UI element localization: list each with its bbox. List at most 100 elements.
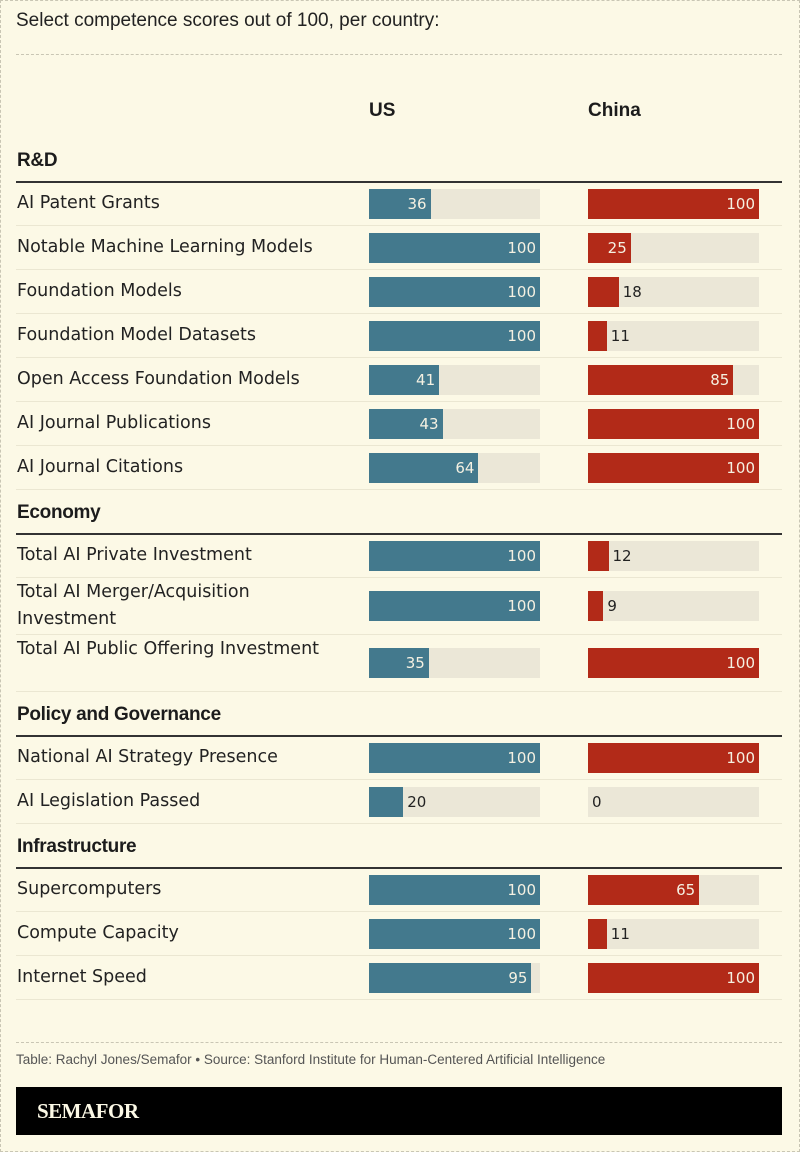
china-track: 18 [588,276,759,307]
china-value: 100 [726,654,755,672]
us-track: 100 [369,918,540,949]
china-value: 65 [676,880,696,899]
us-bar [369,648,429,678]
us-track: 95 [369,962,540,993]
us-value: 95 [508,968,528,987]
china-track: 12 [588,540,759,571]
china-track: 100 [588,452,759,483]
china-value: 12 [612,546,632,565]
china-track: 65 [588,874,759,905]
divider [16,54,782,55]
china-track: 25 [588,232,759,263]
us-bar [369,408,443,439]
table-row: Total AI Merger/Acquisition Investment 10… [16,578,782,635]
semafor-logo: SEMAFOR [37,1099,139,1123]
section-rule [16,181,782,183]
china-value: 100 [726,194,755,213]
section-header: Infrastructure [17,836,137,857]
table-row: AI Journal Publications 43 100 [16,402,782,446]
table-row: Compute Capacity 100 11 [16,912,782,956]
us-track: 100 [369,320,540,351]
us-track: 100 [369,874,540,905]
us-bar [369,320,540,351]
us-bar [369,742,540,773]
us-track: 35 [369,648,540,678]
table-row: AI Legislation Passed 20 0 [16,780,782,824]
china-bar [588,188,759,219]
china-value: 0 [592,792,602,811]
table-row: Foundation Model Datasets 100 11 [16,314,782,358]
china-value: 9 [607,597,617,615]
us-track: 100 [369,742,540,773]
china-track: 100 [588,188,759,219]
china-bar [588,591,604,621]
source-note: Table: Rachyl Jones/Semafor • Source: St… [16,1052,606,1067]
china-track: 100 [588,648,759,678]
row-label: Internet Speed [17,967,147,987]
row-label: Supercomputers [17,879,162,899]
us-track: 20 [369,786,540,817]
row-label: Foundation Model Datasets [17,325,257,345]
us-bar [369,591,540,621]
divider [16,1042,782,1043]
china-bar [588,276,619,307]
us-track: 64 [369,452,540,483]
row-label: AI Journal Publications [17,413,211,433]
section-rule [16,533,782,535]
us-bar [369,364,440,395]
us-value: 100 [507,282,536,301]
brand-bar: SEMAFOR [16,1087,782,1135]
section-header: Policy and Governance [17,704,221,725]
us-bar [369,918,540,949]
us-bar [369,786,404,817]
us-track: 100 [369,276,540,307]
row-label: Foundation Models [17,281,182,301]
china-value: 100 [726,968,755,987]
row-label: AI Journal Citations [17,457,184,477]
us-bar [369,452,479,483]
us-value: 100 [507,748,536,767]
us-value: 36 [407,194,427,213]
row-label: Open Access Foundation Models [17,369,300,389]
us-track: 41 [369,364,540,395]
china-bar [588,918,607,949]
us-bar [369,962,532,993]
us-value: 100 [507,924,536,943]
us-bar [369,874,540,905]
china-bar [588,874,700,905]
china-bar [588,232,631,263]
row-label: Total AI Private Investment [17,545,252,565]
row-label: Compute Capacity [17,923,179,943]
table-row: AI Patent Grants 36 100 [16,182,782,226]
table-row: Supercomputers 100 65 [16,868,782,912]
us-bar [369,540,540,571]
table-row: Open Access Foundation Models 41 85 [16,358,782,402]
china-bar [588,648,759,678]
china-value: 100 [726,414,755,433]
table-row: Notable Machine Learning Models 100 25 [16,226,782,270]
table-row: Total AI Public Offering Investment 35 100 [16,635,782,692]
us-value: 41 [416,370,436,389]
china-value: 11 [610,924,630,943]
section-rule [16,867,782,869]
column-header-china: China [588,100,641,121]
row-label: Notable Machine Learning Models [17,237,313,257]
china-bar [588,320,607,351]
us-value: 100 [507,238,536,257]
section-rule [16,735,782,737]
us-track: 100 [369,591,540,621]
row-label: AI Patent Grants [17,193,160,213]
china-track: 100 [588,742,759,773]
china-bar [588,742,759,773]
china-bar [588,962,759,993]
china-track: 0 [588,786,759,817]
china-track: 11 [588,918,759,949]
us-track: 100 [369,540,540,571]
table-row: Internet Speed 95 100 [16,956,782,1000]
china-bar [588,452,759,483]
us-value: 100 [507,546,536,565]
us-value: 100 [507,880,536,899]
row-label: National AI Strategy Presence [17,747,278,767]
us-value: 35 [405,654,425,672]
china-value: 11 [610,326,630,345]
